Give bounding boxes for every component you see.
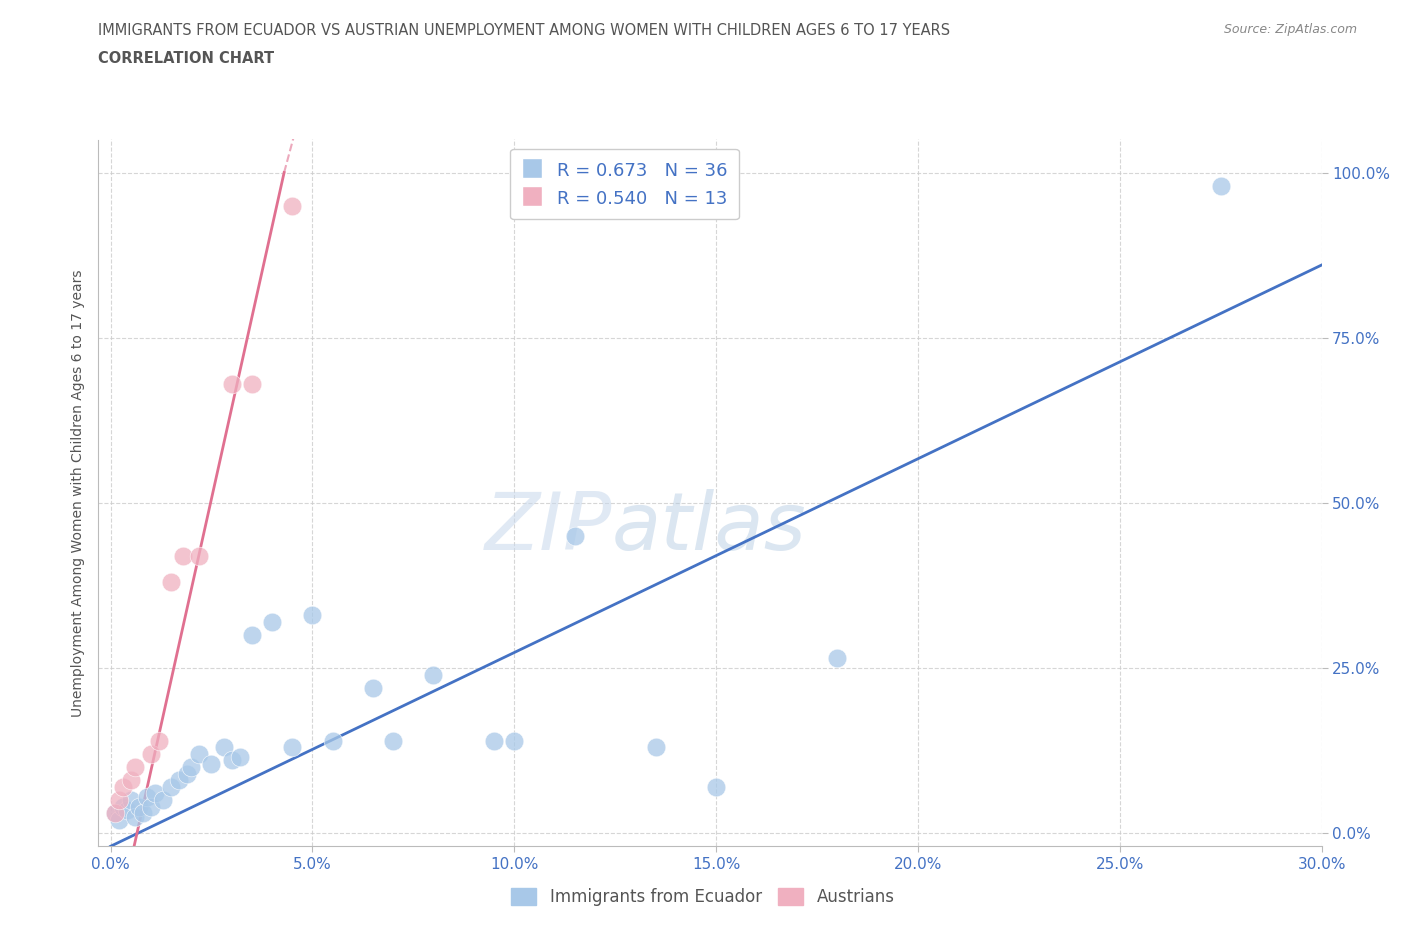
Point xyxy=(322,733,344,748)
Text: CORRELATION CHART: CORRELATION CHART xyxy=(98,51,274,66)
Point xyxy=(139,799,162,814)
Point xyxy=(152,792,174,807)
Point xyxy=(228,750,250,764)
Legend: Immigrants from Ecuador, Austrians: Immigrants from Ecuador, Austrians xyxy=(505,881,901,912)
Point xyxy=(107,792,129,807)
Point xyxy=(200,756,222,771)
Point xyxy=(260,615,283,630)
Point xyxy=(281,739,304,754)
Point xyxy=(107,813,129,828)
Point xyxy=(301,607,323,622)
Text: atlas: atlas xyxy=(612,489,807,567)
Point xyxy=(124,809,146,824)
Legend: R = 0.673   N = 36, R = 0.540   N = 13: R = 0.673 N = 36, R = 0.540 N = 13 xyxy=(510,149,738,219)
Text: IMMIGRANTS FROM ECUADOR VS AUSTRIAN UNEMPLOYMENT AMONG WOMEN WITH CHILDREN AGES : IMMIGRANTS FROM ECUADOR VS AUSTRIAN UNEM… xyxy=(98,23,950,38)
Point xyxy=(482,733,505,748)
Point xyxy=(180,760,202,775)
Point xyxy=(382,733,405,748)
Point xyxy=(503,733,526,748)
Point xyxy=(135,790,157,804)
Point xyxy=(564,528,586,543)
Point xyxy=(111,779,134,794)
Point xyxy=(128,799,150,814)
Point xyxy=(361,681,384,696)
Point xyxy=(132,805,155,820)
Point xyxy=(281,198,304,213)
Point xyxy=(139,747,162,762)
Text: ZIP: ZIP xyxy=(485,489,612,567)
Point xyxy=(212,739,235,754)
Point xyxy=(160,575,183,590)
Point xyxy=(1209,179,1232,193)
Point xyxy=(176,766,198,781)
Text: Source: ZipAtlas.com: Source: ZipAtlas.com xyxy=(1223,23,1357,36)
Point xyxy=(825,651,848,666)
Point xyxy=(422,667,444,682)
Point xyxy=(103,805,125,820)
Point xyxy=(221,377,243,392)
Point xyxy=(120,773,142,788)
Point xyxy=(240,377,263,392)
Point xyxy=(188,548,211,563)
Point xyxy=(240,628,263,643)
Point xyxy=(103,805,125,820)
Point xyxy=(188,747,211,762)
Y-axis label: Unemployment Among Women with Children Ages 6 to 17 years: Unemployment Among Women with Children A… xyxy=(70,269,84,717)
Point xyxy=(111,799,134,814)
Point xyxy=(644,739,666,754)
Point xyxy=(143,786,166,801)
Point xyxy=(172,548,194,563)
Point xyxy=(124,760,146,775)
Point xyxy=(160,779,183,794)
Point xyxy=(115,803,138,817)
Point xyxy=(704,779,727,794)
Point xyxy=(148,733,170,748)
Point xyxy=(120,792,142,807)
Point xyxy=(167,773,190,788)
Point xyxy=(221,753,243,768)
